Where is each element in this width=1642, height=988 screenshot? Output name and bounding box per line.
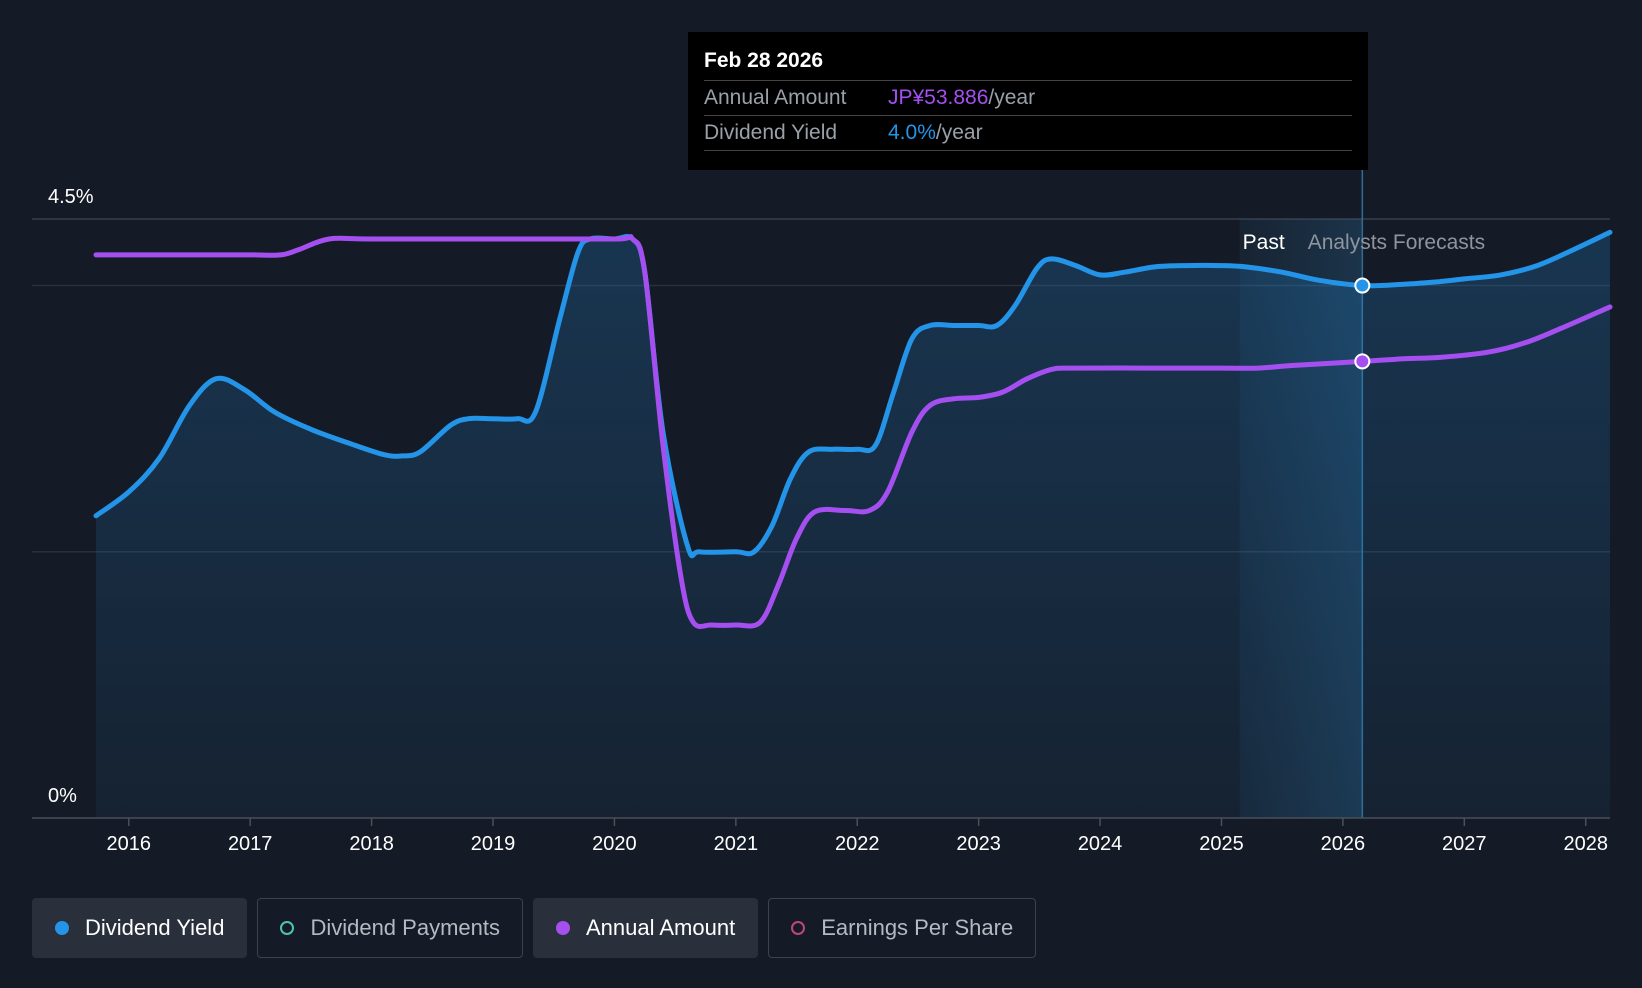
legend-dividend-payments[interactable]: Dividend Payments xyxy=(257,898,523,958)
chart-canvas[interactable]: 2016 2017 2018 2019 2020 2021 2022 2023 2024 2025… xyxy=(0,0,1642,850)
y-label-max: 4.5% xyxy=(48,186,94,208)
x-tick-label: 2017 xyxy=(228,833,273,850)
forecast-label: Analysts Forecasts xyxy=(1308,231,1485,254)
x-tick-label: 2018 xyxy=(349,833,394,850)
tooltip-date: Feb 28 2026 xyxy=(704,46,1352,81)
legend-earnings-per-share[interactable]: Earnings Per Share xyxy=(768,898,1037,958)
hover-markers xyxy=(1354,277,1371,370)
legend-dot-icon xyxy=(55,921,69,935)
tooltip-label: Annual Amount xyxy=(704,86,847,109)
tooltip-row-dividend-yield: Dividend Yield 4.0% /year xyxy=(704,116,1352,151)
tooltip-row-annual-amount: Annual Amount JP¥53.886 /year xyxy=(704,81,1352,116)
legend-label: Dividend Yield xyxy=(85,915,225,940)
legend-label: Dividend Payments xyxy=(310,915,500,940)
x-tick-label: 2028 xyxy=(1563,833,1608,850)
dividend-chart[interactable]: 2016 2017 2018 2019 2020 2021 2022 2023 2024 2025… xyxy=(0,0,1642,850)
x-tick-label: 2021 xyxy=(714,833,759,850)
y-label-min: 0% xyxy=(48,785,77,807)
x-tick-label: 2023 xyxy=(956,833,1001,850)
legend-label: Annual Amount xyxy=(585,915,736,940)
chart-tooltip: Feb 28 2026 Annual Amount JP¥53.886 /yea… xyxy=(688,32,1368,170)
tooltip-suffix: /year xyxy=(935,121,983,144)
legend-label: Earnings Per Share xyxy=(821,915,1014,940)
x-axis: 2016 2017 2018 2019 2020 2021 2022 2023 2024 2025… xyxy=(32,817,1610,850)
tooltip-value: JP¥53.886 xyxy=(888,86,989,109)
tooltip-label: Dividend Yield xyxy=(704,121,838,144)
tooltip-value: 4.0% xyxy=(888,121,936,144)
x-tick-label: 2019 xyxy=(471,833,516,850)
yield-area-fill xyxy=(96,232,1610,819)
tooltip-suffix: /year xyxy=(988,86,1036,109)
x-tick-label: 2022 xyxy=(835,833,880,850)
dividend-yield-marker xyxy=(1354,277,1371,294)
x-tick-label: 2016 xyxy=(107,833,152,850)
x-tick-label: 2026 xyxy=(1321,833,1366,850)
legend-dividend-yield[interactable]: Dividend Yield xyxy=(32,898,248,958)
legend-annual-amount[interactable]: Annual Amount xyxy=(532,898,759,958)
x-tick-label: 2027 xyxy=(1442,833,1487,850)
annual-amount-marker xyxy=(1354,353,1371,370)
annual-amount-line xyxy=(93,234,1613,629)
x-tick-label: 2020 xyxy=(592,833,637,850)
legend-dot-icon xyxy=(791,921,806,935)
x-tick-label: 2024 xyxy=(1078,833,1123,850)
legend-dot-icon xyxy=(280,921,295,935)
chart-labels: 4.5% 0% Past Analysts Forecasts xyxy=(48,186,1485,807)
x-tick-label: 2025 xyxy=(1199,833,1244,850)
legend-dot-icon xyxy=(555,921,570,935)
past-label: Past xyxy=(1243,231,1285,254)
chart-legend: Dividend Yield Dividend Payments Annual Am… xyxy=(32,898,1037,960)
dividend-yield-line xyxy=(93,229,1613,559)
series-lines xyxy=(93,229,1613,629)
yield-area xyxy=(96,232,1610,819)
